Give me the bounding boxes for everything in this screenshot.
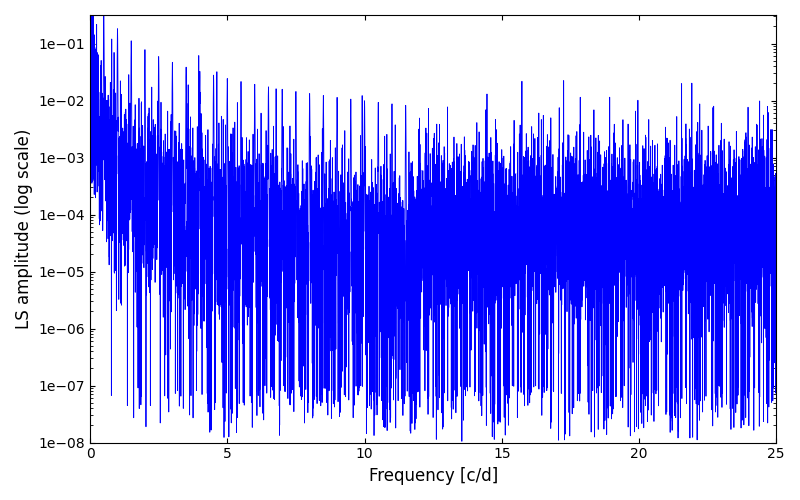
X-axis label: Frequency [c/d]: Frequency [c/d] xyxy=(369,467,498,485)
Y-axis label: LS amplitude (log scale): LS amplitude (log scale) xyxy=(15,128,33,329)
